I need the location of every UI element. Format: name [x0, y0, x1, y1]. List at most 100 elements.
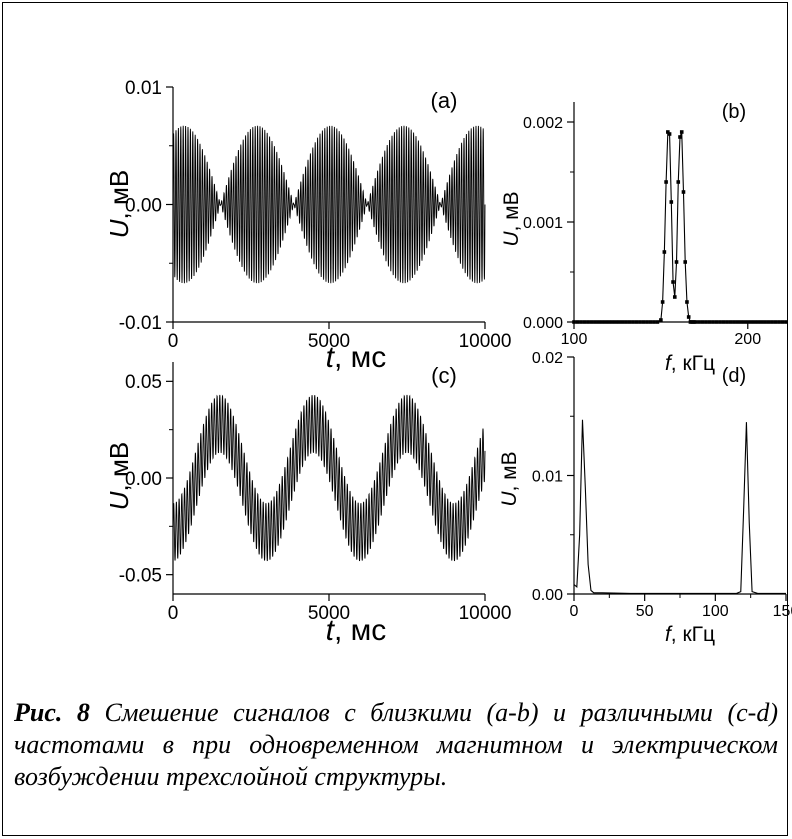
data-point	[697, 320, 701, 324]
series-line	[573, 419, 786, 594]
data-point	[667, 132, 672, 136]
y-tick-label: 0.00	[125, 195, 162, 216]
y-tick-label: 0.01	[125, 78, 162, 99]
data-point	[648, 320, 653, 324]
x-axis-unit: , кГц	[671, 352, 715, 375]
data-point	[600, 320, 604, 324]
x-tick-label: 100	[561, 331, 588, 348]
y-axis-unit: , мВ	[104, 170, 134, 220]
data-point	[613, 320, 618, 324]
data-point	[603, 320, 608, 324]
data-point	[728, 320, 733, 324]
data-point	[582, 320, 587, 324]
panel-label: (b)	[722, 101, 746, 123]
y-axis-label: U, мВ	[498, 451, 521, 506]
data-point	[672, 295, 677, 299]
x-axis-label: f, кГц	[665, 352, 715, 375]
y-tick-label: 0.01	[532, 468, 563, 485]
x-tick-label: 5000	[308, 331, 350, 352]
data-point	[606, 320, 611, 324]
x-tick-label: 50	[636, 603, 654, 620]
data-point	[739, 320, 743, 324]
y-axis-label: U, мВ	[104, 170, 134, 238]
data-point	[725, 320, 729, 324]
data-point	[586, 320, 590, 324]
data-point	[659, 318, 663, 322]
data-point	[683, 260, 688, 264]
y-tick-label: 0.02	[532, 350, 563, 367]
data-point	[766, 320, 771, 324]
data-point	[752, 320, 757, 324]
data-point	[693, 320, 698, 324]
data-point	[596, 320, 601, 324]
data-point	[652, 320, 656, 324]
y-axis-variable: U	[498, 491, 521, 507]
x-axis-label: t, мс	[326, 614, 387, 647]
data-point	[773, 320, 778, 324]
x-tick-label: 0	[168, 331, 179, 352]
y-axis-unit: , мВ	[104, 442, 134, 492]
data-point	[732, 320, 736, 324]
data-point	[681, 190, 686, 194]
y-tick-label: 0.00	[532, 587, 563, 604]
data-point	[685, 300, 689, 304]
x-tick-label: 10000	[459, 603, 512, 624]
x-axis-label: t, мс	[326, 341, 387, 374]
figure-caption: Рис. 8 Смешение сигналов с близкими (a-b…	[14, 697, 778, 793]
y-tick-label: 0.000	[523, 315, 563, 332]
y-axis-variable: U	[500, 231, 523, 247]
data-point	[780, 320, 785, 324]
series-line	[172, 394, 486, 562]
data-point	[711, 320, 715, 324]
chart-panel-c: 0 5000 10000 -0.05 0.00 0.05 (c) t, мс U, мВ	[104, 362, 511, 647]
data-point	[704, 320, 708, 324]
y-axis-unit: , мВ	[498, 451, 521, 491]
x-axis-unit: , мс	[334, 614, 386, 647]
data-point	[714, 320, 719, 324]
data-point	[707, 320, 712, 324]
data-point	[784, 320, 788, 324]
caption-text: Смешение сигналов с близкими (a-b) и раз…	[14, 698, 778, 791]
x-tick-label: 150	[773, 603, 792, 620]
x-tick-label: 0	[570, 603, 579, 620]
chart-panel-b: 100 200 0.000 0.001 0.002 (b) f, кГц U, мВ	[500, 101, 788, 375]
x-tick-label: 10000	[459, 331, 512, 352]
data-point	[770, 320, 774, 324]
x-tick-label: 5000	[308, 603, 350, 624]
x-tick-label: 100	[702, 603, 729, 620]
y-tick-label: 0.001	[523, 215, 563, 232]
data-point	[686, 315, 691, 319]
data-point	[624, 320, 628, 324]
data-point	[593, 320, 597, 324]
y-axis-variable: U	[104, 491, 134, 510]
data-point	[676, 180, 681, 184]
data-point	[589, 320, 594, 324]
panel-label: (a)	[431, 88, 458, 113]
data-point	[742, 320, 747, 324]
data-point	[620, 320, 625, 324]
data-point	[610, 320, 615, 324]
data-point	[666, 130, 670, 134]
y-tick-label: 0.002	[523, 115, 563, 132]
chart-panel-a: 0 5000 10000 -0.01 0.00 0.01 (a) t, мс U, мВ	[104, 78, 511, 374]
data-point	[662, 250, 667, 254]
data-point	[678, 135, 682, 139]
data-point	[777, 320, 781, 324]
x-axis-variable: f	[665, 623, 673, 646]
data-point	[749, 320, 754, 324]
x-tick-label: 0	[168, 603, 179, 624]
data-point	[641, 320, 646, 324]
caption-label: Рис. 8	[14, 698, 90, 727]
data-point	[721, 320, 726, 324]
panel-label: (c)	[431, 363, 457, 388]
data-point	[674, 260, 679, 264]
data-point	[638, 320, 642, 324]
series-line	[574, 130, 786, 323]
data-point	[735, 320, 740, 324]
y-tick-label: -0.01	[119, 313, 162, 334]
x-axis-variable: t	[326, 341, 336, 374]
data-point	[579, 320, 583, 324]
data-point	[631, 320, 635, 324]
